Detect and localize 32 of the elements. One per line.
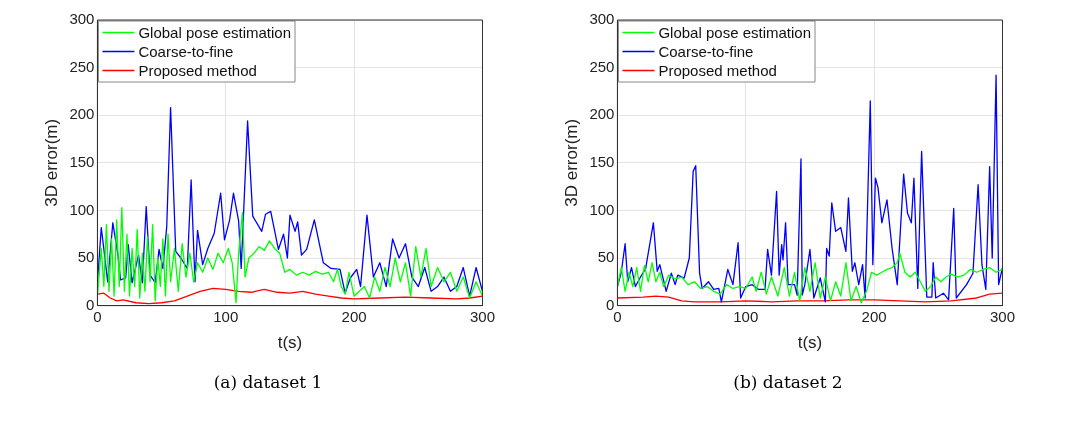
legend-label: Global pose estimation — [658, 23, 812, 41]
y-tick-label: 300 — [589, 10, 615, 28]
y-tick-label: 0 — [86, 295, 95, 313]
x-axis-title: t(s) — [797, 333, 823, 353]
y-tick-label: 250 — [69, 57, 95, 75]
x-tick-label: 100 — [733, 307, 759, 325]
legend-label: Proposed method — [658, 61, 777, 79]
y-tick-label: 0 — [606, 295, 615, 313]
text: (b) dataset 2 — [733, 372, 843, 392]
y-tick-label: 300 — [69, 10, 95, 28]
y-tick-label: 200 — [589, 105, 615, 123]
x-axis-title: t(s) — [277, 333, 303, 353]
y-tick-label: 50 — [597, 248, 615, 266]
y-tick-label: 100 — [69, 200, 95, 218]
text: (a) dataset 1 — [213, 372, 323, 392]
y-tick-label: 150 — [69, 152, 95, 170]
y-tick-label: 150 — [589, 152, 615, 170]
legend-label: Proposed method — [138, 61, 257, 79]
y-tick-label: 50 — [77, 248, 95, 266]
legend-label: Global pose estimation — [138, 23, 292, 41]
x-tick-label: 300 — [469, 307, 495, 325]
y-tick-label: 200 — [69, 105, 95, 123]
legend-label: Coarse-to-fine — [138, 42, 234, 60]
y-axis-title: 3D error(m) — [41, 118, 61, 207]
y-axis-title: 3D error(m) — [561, 118, 581, 207]
legend-label: Coarse-to-fine — [658, 42, 754, 60]
y-tick-label: 100 — [589, 200, 615, 218]
x-tick-label: 100 — [213, 307, 239, 325]
x-tick-label: 300 — [989, 307, 1015, 325]
x-tick-label: 200 — [861, 307, 887, 325]
x-tick-label: 200 — [341, 307, 367, 325]
y-tick-label: 250 — [589, 57, 615, 75]
